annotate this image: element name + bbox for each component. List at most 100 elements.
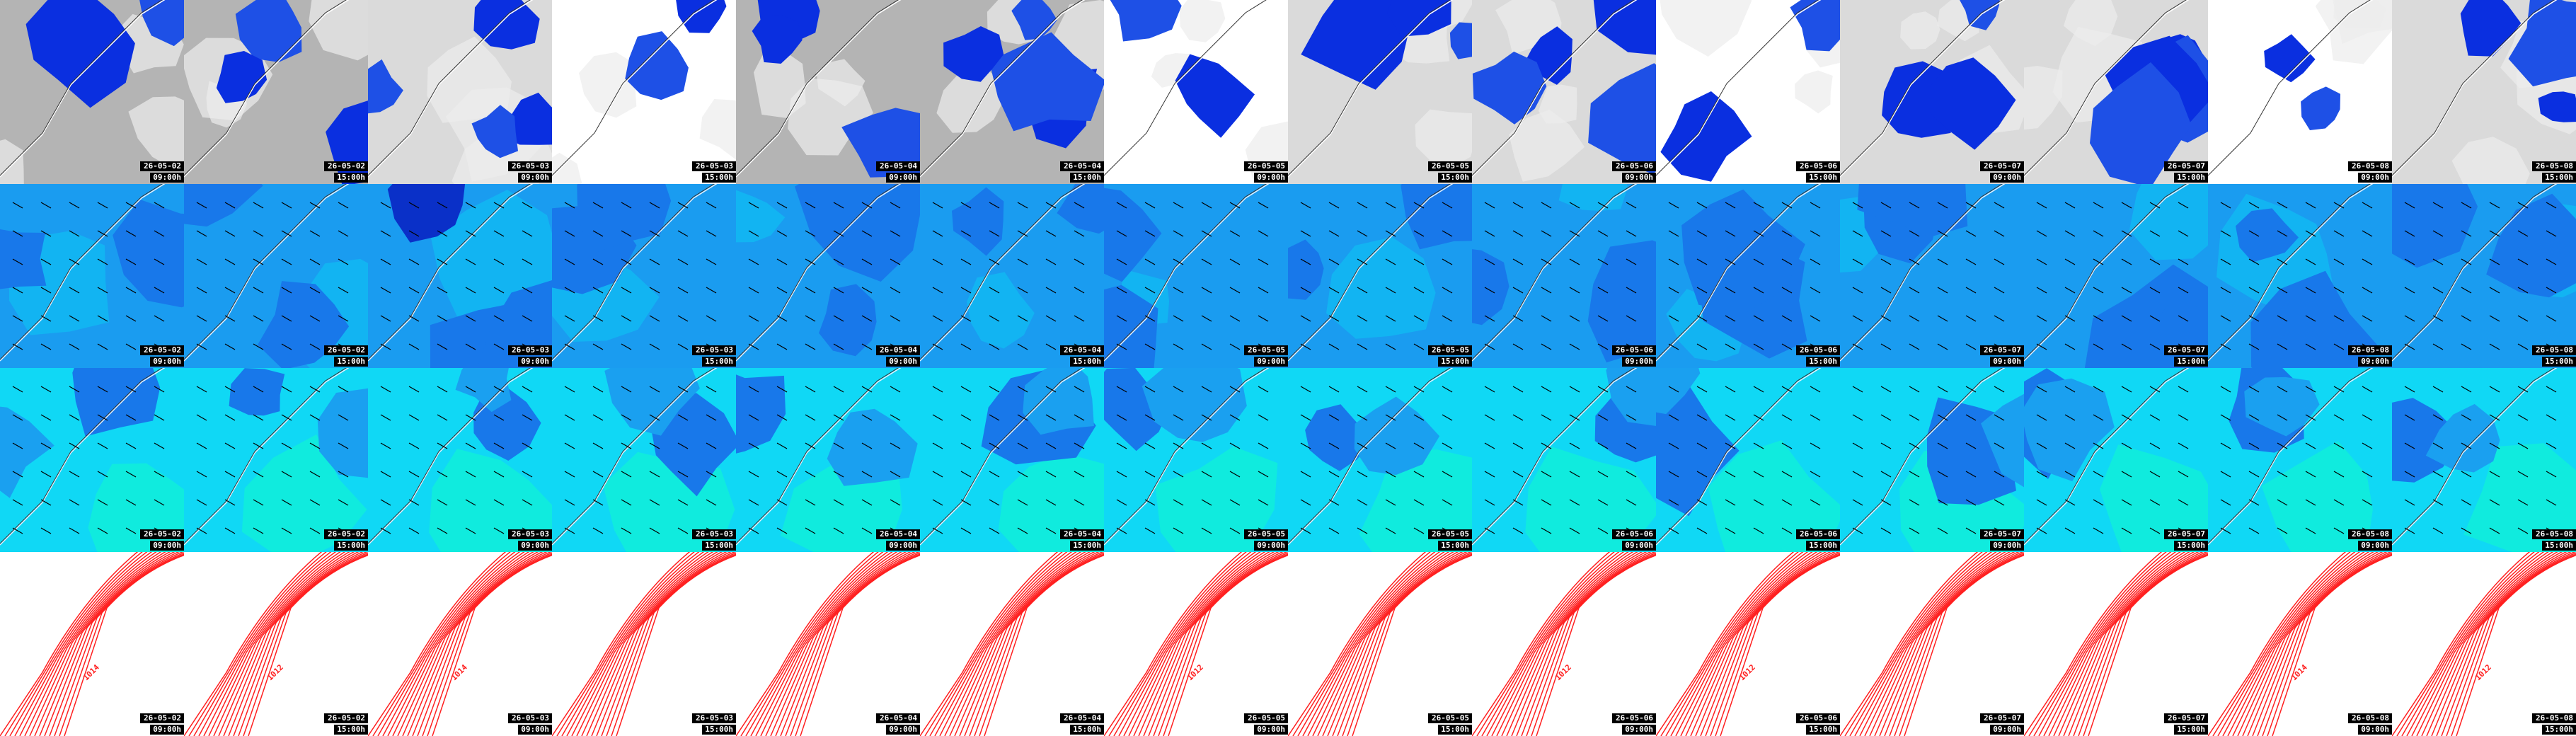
wind-arrow <box>1781 471 1793 478</box>
wind-arrow <box>1965 258 1977 265</box>
wind-arrow <box>125 386 137 393</box>
coastline <box>1656 0 1822 178</box>
wind-arrow <box>1512 343 1524 350</box>
wind-arrow <box>1512 202 1524 209</box>
wind-arrow <box>2489 527 2500 534</box>
isobar <box>368 552 507 736</box>
wind-arrow <box>1484 315 1495 322</box>
isobar <box>24 552 162 736</box>
time-label: 09:00h <box>1993 725 2021 734</box>
wind-arrow <box>1725 471 1736 478</box>
wind-arrow <box>1229 414 1241 421</box>
wind-arrow <box>253 343 264 350</box>
label-box <box>1428 529 1472 539</box>
wind-arrow <box>2036 287 2047 294</box>
wind-arrow <box>493 386 505 393</box>
cloud <box>1415 109 1472 168</box>
wind-arrow <box>2178 414 2189 421</box>
wind-arrow <box>196 386 207 393</box>
wind-arrow <box>706 287 717 294</box>
time-label: 09:00h <box>1993 357 2021 366</box>
coastline <box>184 184 347 360</box>
wind-arrow <box>1173 527 1184 534</box>
wind-arrow <box>960 442 972 449</box>
wind-arrow <box>1668 386 1679 393</box>
wind-arrow <box>1569 202 1580 209</box>
wind-arrow <box>437 343 448 350</box>
isobar <box>556 552 695 736</box>
wind-arrow <box>309 386 321 393</box>
wind-arrow <box>196 258 207 265</box>
date-label: 26-05-02 <box>144 713 181 723</box>
wind-arrow <box>649 499 660 506</box>
wind-arrow <box>69 202 80 209</box>
tile-content <box>1104 0 1288 184</box>
isobar <box>601 552 736 736</box>
isobar <box>1695 552 1832 736</box>
tile-content <box>1104 368 1288 552</box>
wind-arrow <box>1258 471 1269 478</box>
label-box <box>1070 725 1104 735</box>
wind-arrow <box>748 471 759 478</box>
wind-arrow <box>2461 315 2472 322</box>
wind-arrow <box>2404 202 2415 209</box>
wind-arrow <box>281 527 292 534</box>
label-box <box>508 713 552 723</box>
wind-arrow <box>12 386 23 393</box>
wind-arrow <box>97 471 108 478</box>
wind-arrow <box>408 343 420 350</box>
wind-arrow <box>2036 202 2047 209</box>
wind-arrow <box>1229 315 1241 322</box>
coastline <box>184 0 350 178</box>
wind-arrow <box>960 499 972 506</box>
wind-arrow <box>890 386 901 393</box>
wind-arrow <box>281 499 292 506</box>
wind-arrow <box>649 442 660 449</box>
wind-arrow <box>1229 343 1241 350</box>
wind-arrow <box>493 527 505 534</box>
wind-arrow <box>437 386 448 393</box>
wind-arrow <box>1512 258 1524 265</box>
wind-arrow <box>1045 527 1057 534</box>
rain-area <box>1588 63 1656 175</box>
wind-arrow <box>338 414 349 421</box>
label-box <box>1980 345 2024 355</box>
coastline <box>184 368 347 544</box>
wind-area <box>2392 184 2478 268</box>
wind-arrow <box>12 287 23 294</box>
wind-arrow <box>833 414 844 421</box>
coastline <box>1840 368 2006 546</box>
date-label: 26-05-05 <box>1432 713 1469 723</box>
wind-arrow <box>2277 202 2288 209</box>
coastline <box>1104 368 1267 544</box>
cloud <box>1538 84 1577 124</box>
coastline <box>1288 368 1454 546</box>
wind-arrow <box>69 230 80 237</box>
tile-content <box>2208 368 2392 552</box>
wind-arrow <box>224 386 236 393</box>
wind-arrow <box>805 499 816 506</box>
wind-arrow <box>1725 499 1736 506</box>
isobar <box>2257 552 2392 736</box>
label-box <box>334 357 368 367</box>
wind-arrow <box>1442 414 1453 421</box>
wind-arrow <box>649 258 660 265</box>
isobar <box>2237 552 2374 736</box>
wind-arrow <box>706 499 717 506</box>
wind-arrow <box>2178 258 2189 265</box>
wind-arrow <box>1781 414 1793 421</box>
rain-area <box>235 0 302 62</box>
wind-arrow <box>1626 230 1637 237</box>
isobar <box>561 552 700 736</box>
isobar <box>387 552 525 736</box>
wind-arrow <box>522 414 533 421</box>
wind-arrow <box>2220 258 2231 265</box>
wind-arrow <box>833 386 844 393</box>
wind-arrow <box>2546 471 2557 478</box>
wind-arrow <box>1116 258 1127 265</box>
wind-arrow <box>989 343 1000 350</box>
wind-arrow <box>2489 386 2500 393</box>
date-label: 26-05-04 <box>1064 161 1101 171</box>
